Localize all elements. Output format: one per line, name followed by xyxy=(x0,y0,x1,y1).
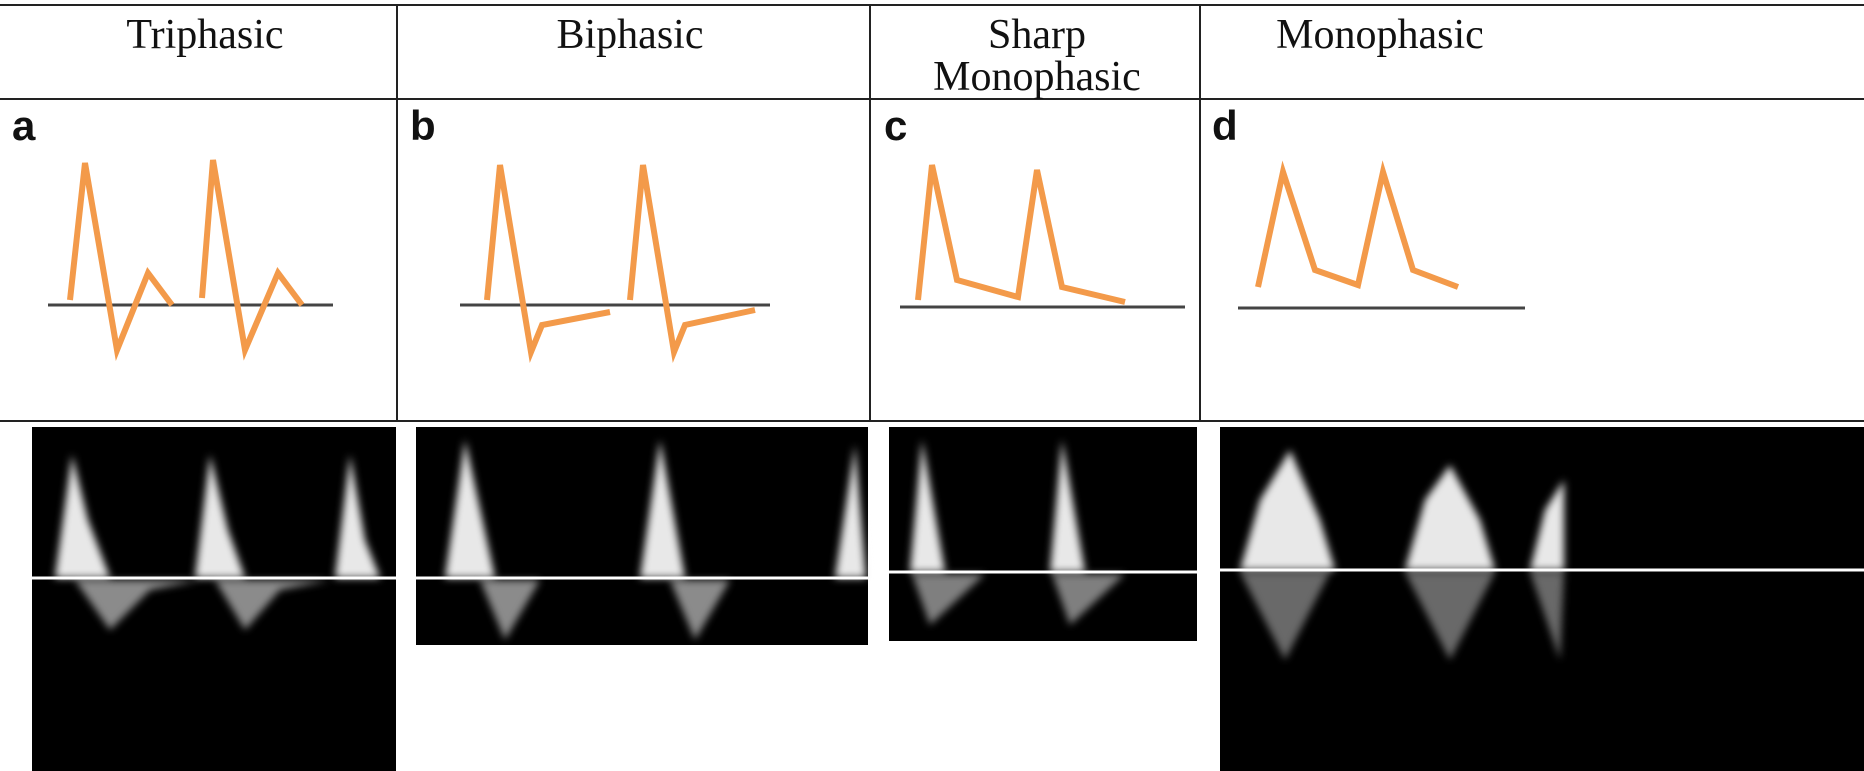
table-grid xyxy=(0,4,1864,422)
doppler-image xyxy=(32,427,396,771)
schematic-waveforms xyxy=(48,159,1525,363)
column-header: Monophasic xyxy=(1276,12,1484,58)
column-header: Monophasic xyxy=(933,54,1141,100)
doppler-image xyxy=(416,427,868,647)
column-header: Triphasic xyxy=(126,12,283,58)
doppler-image xyxy=(1220,427,1864,771)
doppler-image xyxy=(889,427,1197,641)
panel-label: b xyxy=(410,102,436,149)
panel-label: c xyxy=(884,102,907,149)
column-header: Biphasic xyxy=(557,12,704,58)
panel-label: d xyxy=(1212,102,1238,149)
panel-label: a xyxy=(12,102,36,149)
column-header: Sharp xyxy=(988,12,1086,58)
